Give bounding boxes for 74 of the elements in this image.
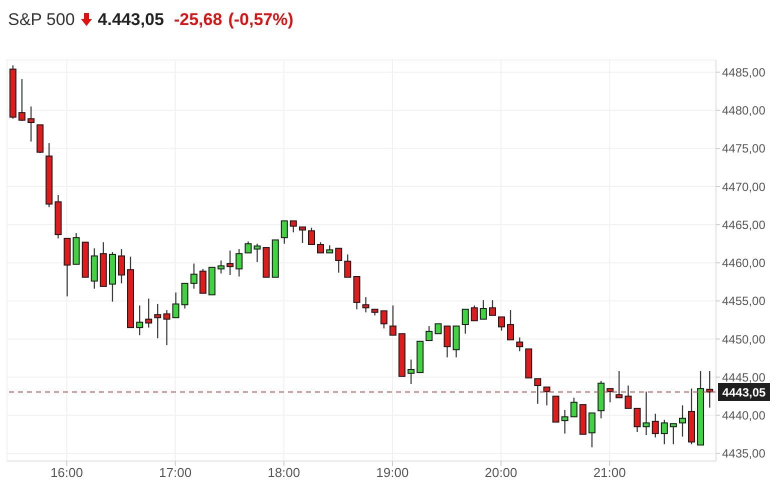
candlestick xyxy=(244,240,252,254)
y-tick-label: 4465,00 xyxy=(722,218,766,232)
x-tick-label: 18:00 xyxy=(268,465,300,480)
candlestick xyxy=(652,413,659,438)
candlestick xyxy=(507,309,514,340)
candlestick xyxy=(308,227,316,246)
x-tick-label: 20:00 xyxy=(484,465,518,480)
candlestick xyxy=(679,404,686,438)
candlestick xyxy=(470,304,478,322)
candlestick xyxy=(28,106,35,142)
candlestick xyxy=(561,409,568,434)
candlestick xyxy=(462,308,469,334)
candlestick xyxy=(218,260,225,274)
candlestick xyxy=(118,248,125,284)
x-tick-label: 17:00 xyxy=(159,465,192,480)
candlestick xyxy=(634,408,641,433)
chart-subtitle: 4.443,05 xyxy=(98,9,164,30)
ref-line-label: 4443,05 xyxy=(722,386,766,400)
candlestick xyxy=(642,391,650,436)
candlestick xyxy=(489,300,496,316)
candlestick xyxy=(317,242,324,254)
candlestick xyxy=(254,243,261,263)
candlestick xyxy=(616,370,623,398)
candlestick xyxy=(498,316,506,332)
candlestick xyxy=(181,282,188,310)
candlestick xyxy=(606,388,614,403)
candlestick xyxy=(670,423,677,445)
y-tick-label: 4460,00 xyxy=(722,256,766,270)
candlestick xyxy=(335,248,342,274)
chart-title: S&P 500 xyxy=(8,9,75,30)
candlestick xyxy=(452,325,460,358)
candlestick xyxy=(154,303,162,339)
candlestick xyxy=(408,359,415,385)
candlestick xyxy=(380,310,388,329)
candlestick xyxy=(543,386,550,406)
y-tick-label: 4485,00 xyxy=(722,65,766,80)
x-tick-label: 21:00 xyxy=(593,465,626,480)
candlestick xyxy=(426,325,433,342)
candlestick xyxy=(136,304,144,336)
candlestick xyxy=(226,250,234,276)
candlestick xyxy=(290,220,297,233)
x-tick-label: 19:00 xyxy=(376,465,409,480)
candlestick xyxy=(434,323,442,334)
y-tick-label: 4475,00 xyxy=(722,142,766,156)
candlestick xyxy=(236,248,243,278)
candlestick xyxy=(570,397,578,418)
candlestick xyxy=(298,226,306,244)
candlestick xyxy=(444,325,451,358)
candlestick xyxy=(588,412,596,448)
y-tick-label: 4445,00 xyxy=(722,370,766,384)
candlestick xyxy=(18,78,26,122)
x-tick-label: 16:00 xyxy=(50,465,83,480)
candlestick xyxy=(344,254,352,278)
y-tick-label: 4440,00 xyxy=(722,408,766,423)
candlestick xyxy=(534,378,542,404)
candlestick xyxy=(280,220,288,244)
candlestick xyxy=(516,336,524,352)
y-tick-label: 4470,00 xyxy=(722,180,766,194)
candlestick xyxy=(163,309,170,346)
candlestick xyxy=(145,298,152,328)
candlestick xyxy=(389,304,396,336)
text: -25,68 xyxy=(174,9,222,30)
candlestick xyxy=(199,268,206,294)
candlestick xyxy=(660,419,668,445)
candlestick xyxy=(172,292,180,318)
candlestick xyxy=(624,384,632,409)
text: (-0,57%) xyxy=(228,9,294,30)
y-tick-label: 4455,00 xyxy=(722,294,766,308)
candlestick xyxy=(190,262,198,290)
y-tick-label: 4480,00 xyxy=(722,104,766,118)
y-tick-label: 4435,00 xyxy=(722,446,766,461)
candlestick xyxy=(362,296,370,313)
candlestick xyxy=(480,300,487,320)
y-tick-label: 4450,00 xyxy=(722,332,766,346)
